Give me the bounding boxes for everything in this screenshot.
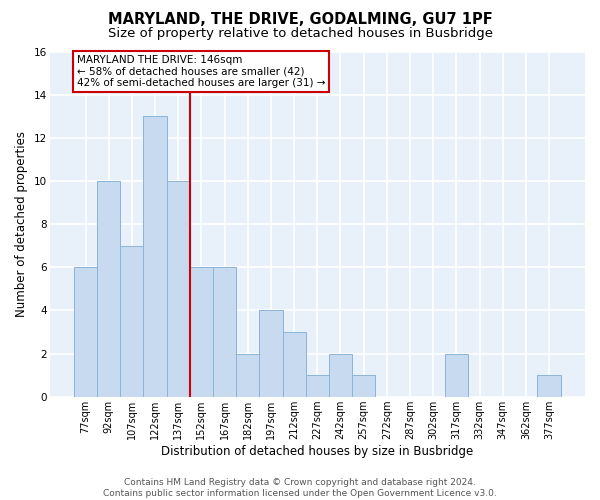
Bar — [259, 310, 283, 396]
Bar — [538, 375, 560, 396]
Bar — [143, 116, 167, 396]
Text: Contains HM Land Registry data © Crown copyright and database right 2024.
Contai: Contains HM Land Registry data © Crown c… — [103, 478, 497, 498]
Bar — [74, 267, 97, 396]
Text: Size of property relative to detached houses in Busbridge: Size of property relative to detached ho… — [107, 28, 493, 40]
Bar — [329, 354, 352, 397]
Text: MARYLAND THE DRIVE: 146sqm
← 58% of detached houses are smaller (42)
42% of semi: MARYLAND THE DRIVE: 146sqm ← 58% of deta… — [77, 54, 325, 88]
Bar — [190, 267, 213, 396]
Y-axis label: Number of detached properties: Number of detached properties — [15, 131, 28, 317]
Bar — [213, 267, 236, 396]
Bar — [283, 332, 306, 396]
X-axis label: Distribution of detached houses by size in Busbridge: Distribution of detached houses by size … — [161, 444, 473, 458]
Bar — [445, 354, 468, 397]
Bar — [306, 375, 329, 396]
Bar — [167, 181, 190, 396]
Bar — [236, 354, 259, 397]
Bar — [97, 181, 120, 396]
Bar — [120, 246, 143, 396]
Bar — [352, 375, 375, 396]
Text: MARYLAND, THE DRIVE, GODALMING, GU7 1PF: MARYLAND, THE DRIVE, GODALMING, GU7 1PF — [107, 12, 493, 28]
